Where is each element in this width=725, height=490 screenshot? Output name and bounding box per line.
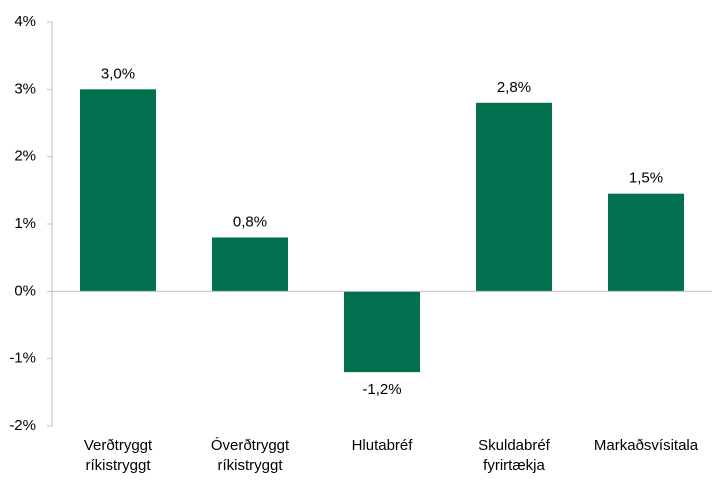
bar xyxy=(476,102,552,292)
value-label: 3,0% xyxy=(101,65,135,82)
x-tick-label: Óverðtryggt ríkistryggt xyxy=(210,437,290,474)
value-label: 0,8% xyxy=(233,213,267,230)
x-tick-label: Hlutabréf xyxy=(351,437,413,454)
value-label: 2,8% xyxy=(497,79,531,96)
x-tick-label: Markaðsvísitala xyxy=(593,437,699,454)
y-tick-label: 4% xyxy=(14,13,36,30)
bar xyxy=(608,193,684,292)
bar xyxy=(212,237,288,292)
y-tick-label: -1% xyxy=(9,350,36,367)
x-tick-label: Skuldabréf fyrirtækja xyxy=(478,437,550,474)
y-tick-label: 0% xyxy=(14,282,36,299)
bar xyxy=(344,291,420,373)
bar xyxy=(80,89,156,292)
y-tick-label: -2% xyxy=(9,417,36,434)
y-tick-label: 3% xyxy=(14,80,36,97)
x-tick-label: Verðtryggt ríkistryggt xyxy=(83,437,153,474)
value-label: -1,2% xyxy=(362,381,401,398)
value-label: 1,5% xyxy=(629,170,663,187)
y-tick-label: 1% xyxy=(14,215,36,232)
y-tick-label: 2% xyxy=(14,148,36,165)
